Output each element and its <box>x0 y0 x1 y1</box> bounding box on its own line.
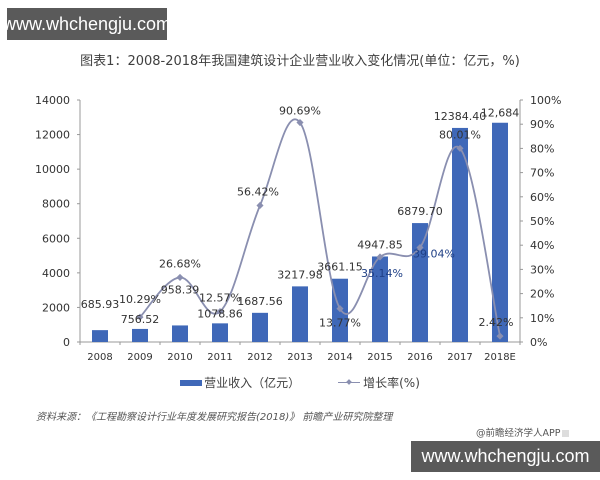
right-tick-label: 30% <box>530 263 554 276</box>
x-tick-label: 2011 <box>207 352 232 363</box>
bar-value-label: 6879.70 <box>397 205 443 218</box>
bar-value-label: 958.39 <box>161 283 200 296</box>
line-marker-icon <box>456 144 464 152</box>
bar <box>252 312 268 342</box>
growth-line <box>139 118 501 337</box>
bar-value-label: 4947.85 <box>357 238 403 251</box>
line-marker-icon <box>176 273 184 281</box>
growth-value-label: 10.29% <box>119 293 161 306</box>
left-tick-label: 12000 <box>35 129 70 142</box>
credit-note: @前瞻经济学人APP <box>476 425 570 439</box>
left-tick-label: 4000 <box>42 267 70 280</box>
left-tick-label: 10000 <box>35 163 70 176</box>
source-note: 资料来源：《工程勘察设计行业年度发展研究报告(2018)》 前瞻产业研究院整理 <box>36 412 393 423</box>
line-marker-icon <box>338 382 361 383</box>
right-tick-label: 100% <box>530 94 561 107</box>
line-marker-icon <box>216 308 224 316</box>
right-tick-label: 90% <box>530 118 554 131</box>
left-tick-label: 2000 <box>42 301 70 314</box>
line-marker-icon <box>296 118 304 127</box>
bar-value-label: 3661.15 <box>317 261 363 274</box>
bar-value-label: 12,684 <box>481 107 520 120</box>
growth-value-label: 56.42% <box>237 185 279 198</box>
bar <box>412 223 428 342</box>
growth-value-label: 39.04% <box>413 248 455 261</box>
bar <box>172 325 188 342</box>
right-tick-label: 0% <box>530 336 547 349</box>
line-marker-icon <box>136 313 144 321</box>
bar <box>92 330 108 342</box>
line-marker-icon <box>256 201 264 209</box>
bar-value-label: 12384.40 <box>434 110 487 123</box>
watermark-bottom: www.whchengju.com <box>411 441 600 472</box>
growth-value-label: 35.14% <box>361 267 403 280</box>
x-tick-label: 2008 <box>87 352 112 363</box>
growth-value-label: 12.57% <box>199 292 241 305</box>
bar-value-label: 3217.98 <box>277 268 323 281</box>
x-tick-label: 2017 <box>447 352 472 363</box>
bar <box>492 122 508 342</box>
left-tick-label: 8000 <box>42 198 70 211</box>
legend-label-revenue: 营业收入（亿元） <box>204 376 301 390</box>
credit-text: @前瞻经济学人APP <box>476 428 561 439</box>
growth-value-label: 90.69% <box>279 105 321 118</box>
x-tick-label: 2015 <box>367 352 392 363</box>
legend-label-growth: 增长率(%) <box>363 376 420 390</box>
left-tick-label: 6000 <box>42 232 70 245</box>
watermark-top: www.whchengju.com <box>3 8 171 40</box>
growth-value-label: 80.01% <box>439 128 481 141</box>
bar-value-label: 1687.56 <box>237 295 283 308</box>
bar-value-label: 685.93 <box>81 298 120 311</box>
x-tick-label: 2016 <box>407 352 432 363</box>
bar-value-label: 1078.86 <box>197 307 243 320</box>
growth-value-label: 13.77% <box>319 317 361 330</box>
legend-item-revenue: 营业收入（亿元） <box>180 374 300 391</box>
chart-title: 图表1：2008-2018年我国建筑设计企业营业收入变化情况(单位：亿元，%) <box>80 54 520 69</box>
legend-item-growth: 增长率(%) <box>338 374 420 391</box>
line-marker-icon <box>416 243 424 252</box>
right-tick-label: 20% <box>530 288 554 301</box>
left-tick-label: 14000 <box>35 94 70 107</box>
right-tick-label: 70% <box>530 167 554 180</box>
left-tick-label: 0 <box>63 336 70 349</box>
x-tick-label: 2010 <box>167 352 192 363</box>
x-tick-label: 2014 <box>327 352 352 363</box>
right-tick-label: 50% <box>530 215 554 228</box>
bar <box>452 127 468 342</box>
bar <box>372 256 388 342</box>
x-tick-label: 2018E <box>484 352 516 363</box>
right-tick-label: 80% <box>530 142 554 155</box>
bar <box>132 328 148 342</box>
x-tick-label: 2013 <box>287 352 312 363</box>
bar-swatch-icon <box>180 379 203 386</box>
bar <box>292 286 308 342</box>
square-icon <box>562 430 570 437</box>
right-tick-label: 10% <box>530 312 554 325</box>
line-marker-icon <box>496 332 504 340</box>
x-tick-label: 2009 <box>127 352 152 363</box>
bar <box>212 323 228 342</box>
line-marker-icon <box>336 305 344 313</box>
bar-value-label: 756.52 <box>121 313 160 326</box>
growth-value-label: 2.42% <box>479 316 514 329</box>
right-tick-label: 60% <box>530 191 554 204</box>
growth-value-label: 26.68% <box>159 257 201 270</box>
legend: 营业收入（亿元） 增长率(%) <box>0 374 600 391</box>
right-tick-label: 40% <box>530 239 554 252</box>
x-tick-label: 2012 <box>247 352 272 363</box>
